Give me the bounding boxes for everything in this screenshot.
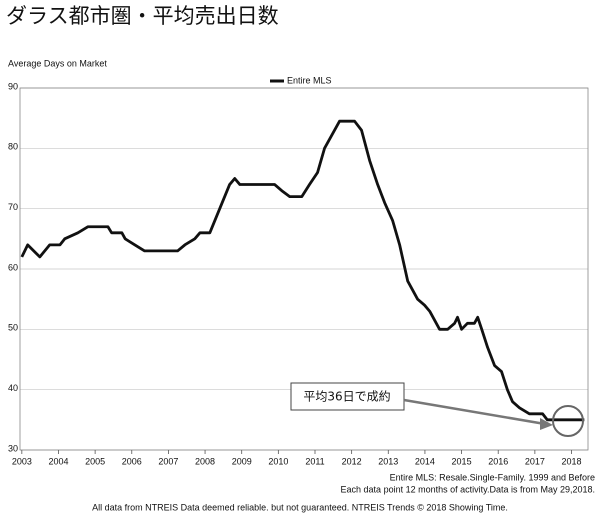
x-tick-label: 2012 [342, 456, 362, 466]
x-tick-label: 2017 [525, 456, 545, 466]
arrow-head [540, 418, 553, 430]
y-tick-label: 90 [8, 81, 18, 91]
x-tick-label: 2008 [195, 456, 215, 466]
annotation-box [290, 382, 405, 411]
y-tick-label: 70 [8, 202, 18, 212]
plot-frame [19, 87, 589, 451]
y-tick-label: 60 [8, 262, 18, 272]
x-tick-label: 2007 [158, 456, 178, 466]
y-axis-label: Average Days on Market [8, 58, 107, 68]
x-tick-label: 2018 [561, 456, 581, 466]
chart-title: ダラス都市圏・平均売出日数 [6, 4, 279, 28]
y-tick-label: 50 [8, 323, 18, 333]
note: All data from NTREIS Data deemed reliabl… [92, 502, 508, 512]
y-tick-label: 80 [8, 142, 18, 152]
x-tick-label: 2013 [378, 456, 398, 466]
x-tick-label: 2016 [488, 456, 508, 466]
note: Each data point 12 months of activity.Da… [341, 484, 595, 494]
x-tick-label: 2006 [122, 456, 142, 466]
x-tick-label: 2005 [85, 456, 105, 466]
x-tick-label: 2010 [268, 456, 288, 466]
x-tick-label: 2014 [415, 456, 435, 466]
y-tick-label: 30 [8, 443, 18, 453]
annotation: 平均36日で成約 [303, 389, 390, 404]
legend-label: Entire MLS [287, 75, 332, 85]
data-line [20, 119, 585, 422]
y-tick-label: 40 [8, 383, 18, 393]
note: Entire MLS: Resale.Single-Family. 1999 a… [390, 472, 595, 482]
x-tick-label: 2015 [452, 456, 472, 466]
highlight-circle [552, 405, 584, 437]
x-tick-label: 2003 [12, 456, 32, 466]
x-tick-label: 2011 [305, 456, 324, 466]
x-tick-label: 2009 [232, 456, 252, 466]
x-tick-label: 2004 [48, 456, 68, 466]
annotation-arrow [403, 398, 546, 426]
